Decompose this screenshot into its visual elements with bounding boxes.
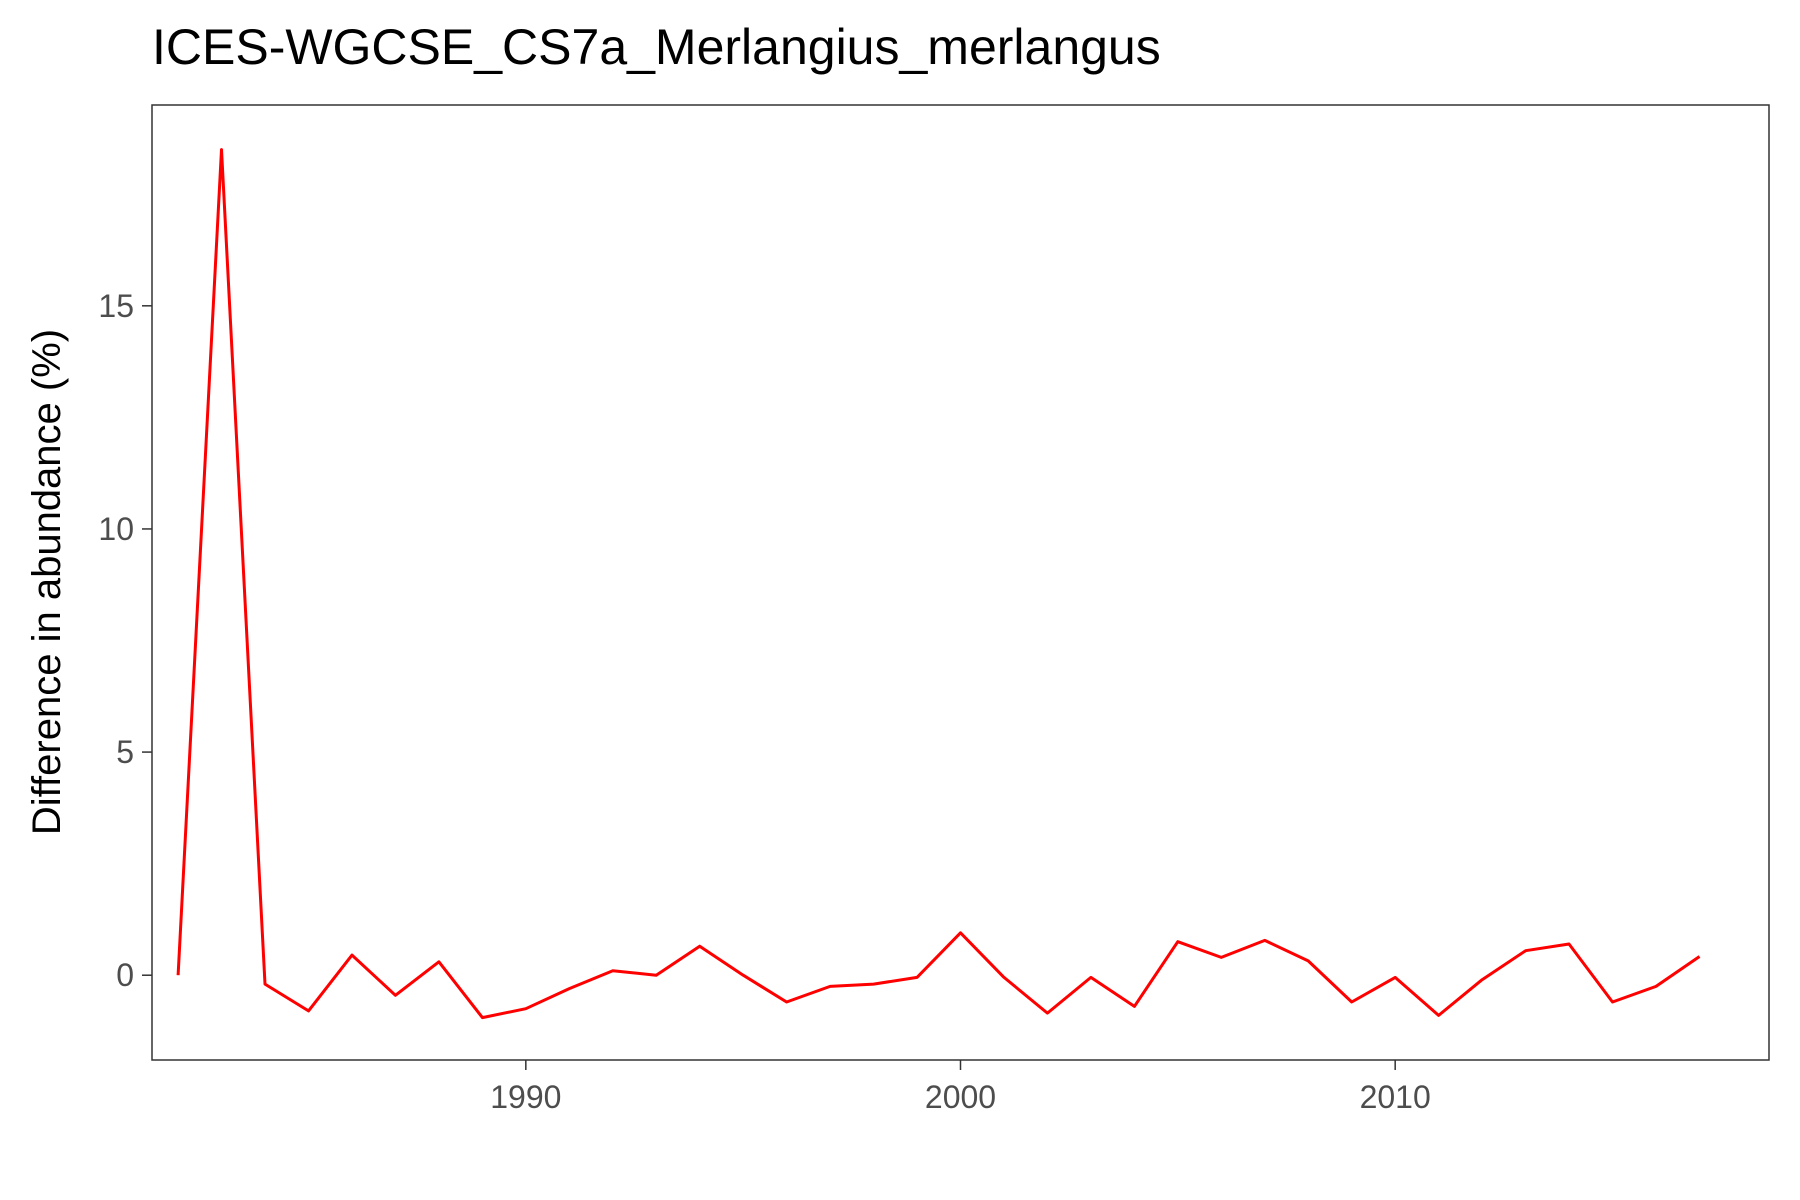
x-tick-label: 1990	[490, 1079, 561, 1115]
y-axis: 0 5 10 15	[98, 288, 152, 993]
y-tick-label: 5	[116, 734, 134, 770]
y-tick-label: 10	[98, 511, 134, 547]
x-tick-label: 2010	[1360, 1079, 1431, 1115]
chart-title: ICES-WGCSE_CS7a_Merlangius_merlangus	[152, 19, 1161, 75]
y-tick-label: 15	[98, 288, 134, 324]
x-axis: 1990 2000 2010	[490, 1060, 1431, 1115]
y-axis-title: Difference in abundance (%)	[25, 329, 69, 835]
y-tick-label: 0	[116, 957, 134, 993]
x-tick-label: 2000	[925, 1079, 996, 1115]
series-line	[176, 148, 1701, 1020]
plot-panel	[151, 104, 1770, 1061]
